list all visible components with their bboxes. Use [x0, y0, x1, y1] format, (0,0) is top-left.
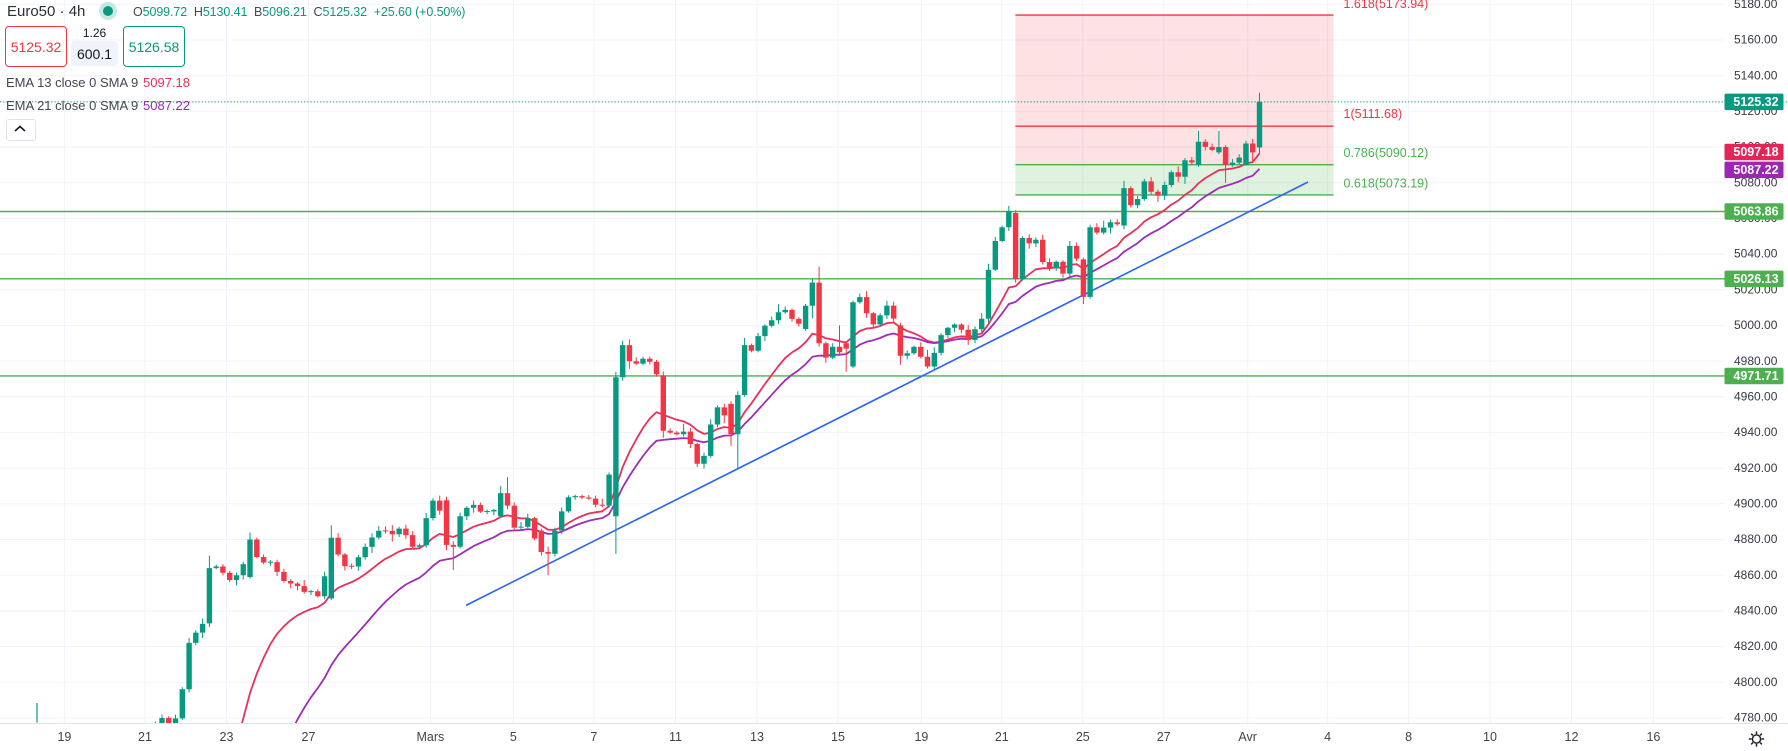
svg-text:11: 11 [669, 730, 682, 744]
svg-text:19: 19 [57, 730, 71, 744]
svg-text:0.786(5090.12): 0.786(5090.12) [1344, 146, 1429, 160]
svg-text:4980.00: 4980.00 [1734, 354, 1778, 368]
svg-text:4: 4 [1324, 730, 1331, 744]
svg-text:5: 5 [510, 730, 517, 744]
svg-text:16: 16 [1646, 730, 1660, 744]
svg-text:4920.00: 4920.00 [1734, 461, 1778, 475]
svg-text:5140.00: 5140.00 [1734, 68, 1778, 82]
svg-text:5063.86: 5063.86 [1733, 204, 1778, 218]
svg-text:8: 8 [1405, 730, 1412, 744]
svg-text:5026.13: 5026.13 [1733, 272, 1778, 286]
svg-text:25: 25 [1076, 730, 1090, 744]
svg-text:4780.00: 4780.00 [1734, 711, 1778, 725]
svg-text:Mars: Mars [417, 730, 445, 744]
svg-text:4820.00: 4820.00 [1734, 639, 1778, 653]
svg-text:5097.18: 5097.18 [1733, 145, 1778, 159]
svg-text:1(5111.68): 1(5111.68) [1344, 107, 1403, 121]
svg-text:4880.00: 4880.00 [1734, 532, 1778, 546]
svg-text:19: 19 [914, 730, 928, 744]
svg-text:13: 13 [750, 730, 764, 744]
svg-text:21: 21 [995, 730, 1009, 744]
svg-text:5087.22: 5087.22 [1733, 163, 1778, 177]
svg-text:7: 7 [590, 730, 597, 744]
svg-text:0.618(5073.19): 0.618(5073.19) [1344, 176, 1429, 190]
svg-text:5000.00: 5000.00 [1734, 318, 1778, 332]
svg-text:5160.00: 5160.00 [1734, 33, 1778, 47]
svg-text:12: 12 [1565, 730, 1579, 744]
svg-text:5080.00: 5080.00 [1734, 175, 1778, 189]
svg-text:Avr: Avr [1238, 730, 1257, 744]
svg-text:23: 23 [220, 730, 234, 744]
svg-text:5125.32: 5125.32 [1733, 95, 1778, 109]
svg-text:27: 27 [302, 730, 316, 744]
svg-text:5040.00: 5040.00 [1734, 247, 1778, 261]
svg-text:4900.00: 4900.00 [1734, 497, 1778, 511]
svg-text:4960.00: 4960.00 [1734, 389, 1778, 403]
svg-text:4971.71: 4971.71 [1733, 369, 1778, 383]
svg-text:15: 15 [831, 730, 845, 744]
svg-text:4940.00: 4940.00 [1734, 425, 1778, 439]
svg-text:1.618(5173.94): 1.618(5173.94) [1344, 0, 1429, 11]
svg-text:4840.00: 4840.00 [1734, 604, 1778, 618]
svg-text:4800.00: 4800.00 [1734, 675, 1778, 689]
svg-text:4860.00: 4860.00 [1734, 568, 1778, 582]
svg-text:5180.00: 5180.00 [1734, 0, 1778, 11]
svg-text:21: 21 [138, 730, 152, 744]
svg-text:27: 27 [1157, 730, 1171, 744]
svg-text:10: 10 [1483, 730, 1497, 744]
